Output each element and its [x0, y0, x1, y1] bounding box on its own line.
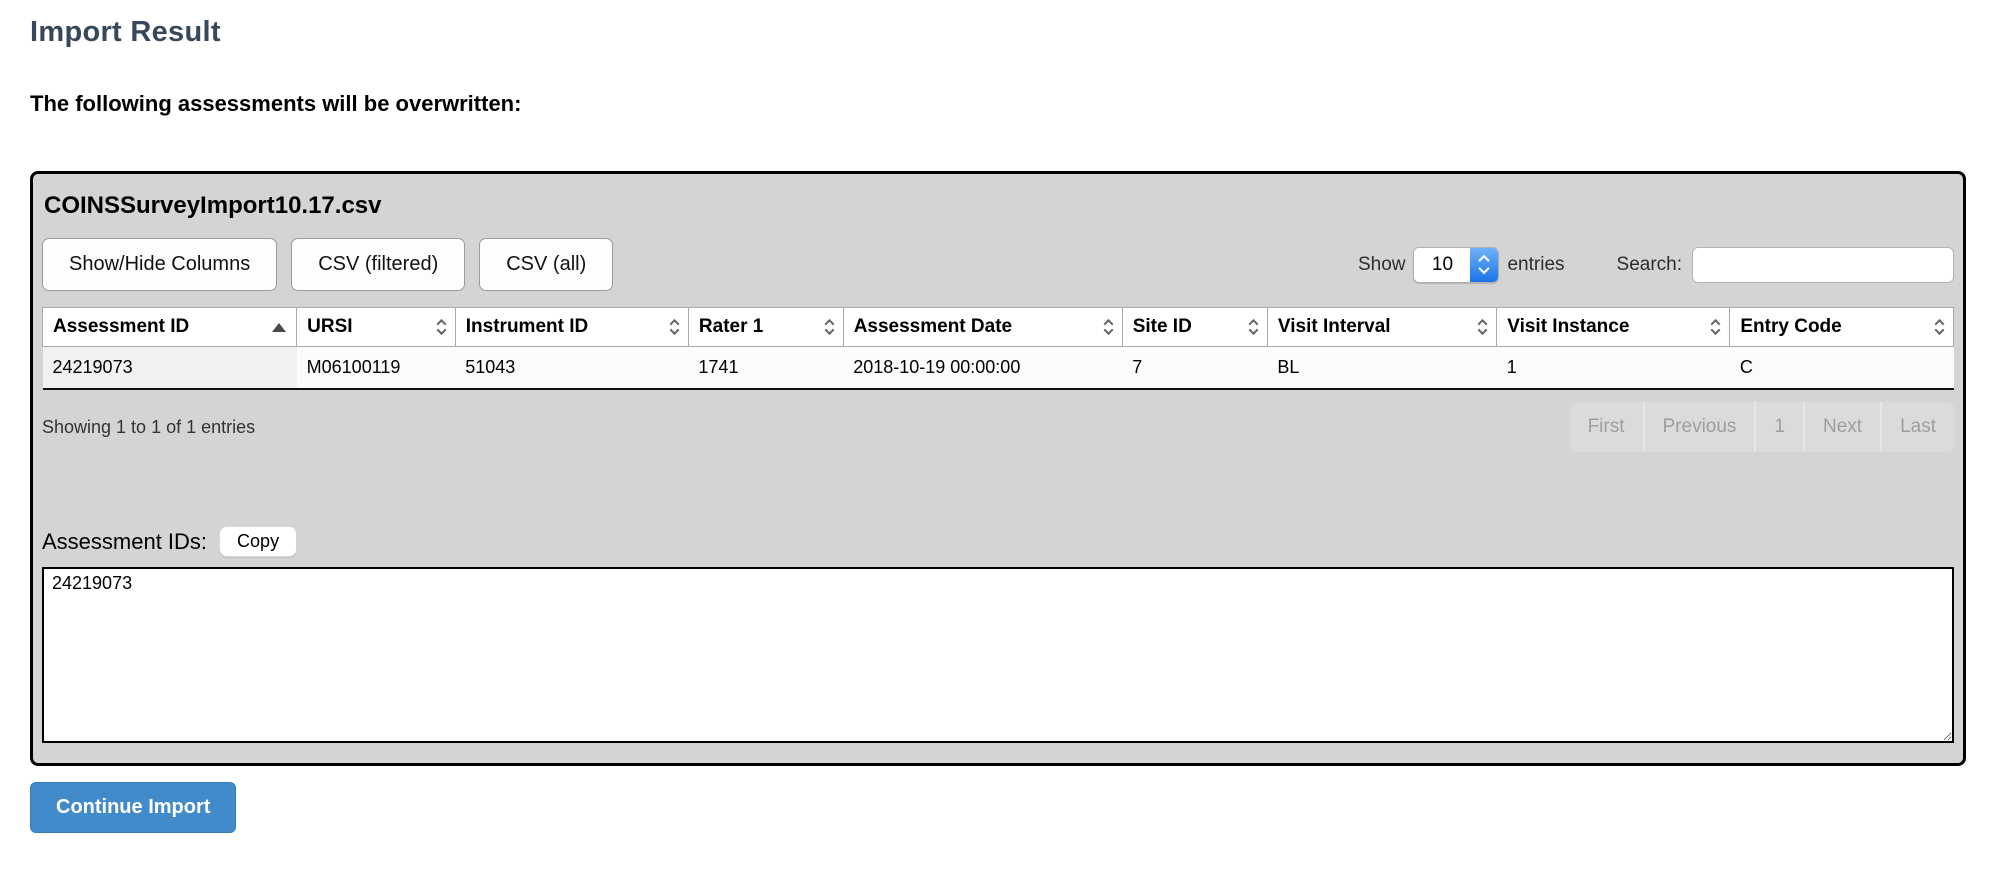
- cell-assessment-id: 24219073: [42, 346, 297, 389]
- continue-import-button[interactable]: Continue Import: [30, 782, 237, 833]
- assessment-ids-label: Assessment IDs:: [42, 528, 208, 554]
- sort-asc-icon: [272, 322, 287, 332]
- column-header-site-id[interactable]: Site ID: [1121, 307, 1268, 347]
- table-toolbar: Show/Hide Columns CSV (filtered) CSV (al…: [42, 238, 1954, 291]
- table-header-row: Assessment ID URSI Instrument ID Rater 1…: [41, 307, 1954, 347]
- entries-label: entries: [1507, 253, 1565, 275]
- copy-button[interactable]: Copy: [219, 526, 298, 557]
- table-row: 24219073 M06100119 51043 1741 2018-10-19…: [42, 346, 1954, 389]
- cell-entry-code: C: [1729, 346, 1954, 389]
- search-label: Search:: [1616, 253, 1682, 275]
- show-hide-columns-button[interactable]: Show/Hide Columns: [42, 238, 278, 291]
- cell-instrument-id: 51043: [455, 346, 689, 389]
- sort-icon: [1934, 318, 1945, 336]
- column-header-entry-code[interactable]: Entry Code: [1729, 307, 1954, 347]
- showing-entries-info: Showing 1 to 1 of 1 entries: [42, 416, 256, 437]
- pagination-next-button[interactable]: Next: [1805, 402, 1883, 452]
- column-header-ursi[interactable]: URSI: [296, 307, 456, 347]
- column-header-visit-interval[interactable]: Visit Interval: [1266, 307, 1498, 347]
- column-header-assessment-date[interactable]: Assessment Date: [842, 307, 1123, 347]
- column-header-visit-instance[interactable]: Visit Instance: [1496, 307, 1731, 347]
- assessment-ids-section: Assessment IDs: Copy 24219073: [42, 526, 1954, 743]
- cell-visit-interval: BL: [1267, 346, 1497, 389]
- cell-rater-1: 1741: [688, 346, 844, 389]
- sort-icon: [1103, 318, 1114, 336]
- assessments-table: Assessment ID URSI Instrument ID Rater 1…: [41, 307, 1954, 390]
- show-entries-value: 10: [1414, 247, 1471, 282]
- assessment-ids-textarea[interactable]: 24219073: [42, 567, 1954, 743]
- table-footer: Showing 1 to 1 of 1 entries First Previo…: [42, 402, 1954, 452]
- csv-filename: COINSSurveyImport10.17.csv: [44, 192, 382, 219]
- table-controls: Show 10 entries Search:: [1357, 246, 1954, 283]
- show-entries-select[interactable]: 10: [1413, 246, 1500, 283]
- pagination-last-button[interactable]: Last: [1900, 416, 1936, 437]
- cell-ursi: M06100119: [296, 346, 456, 389]
- pagination-first-button[interactable]: First: [1570, 402, 1645, 452]
- overwrite-warning-text: The following assessments will be overwr…: [30, 91, 522, 116]
- cell-site-id: 7: [1122, 346, 1268, 389]
- import-result-panel: COINSSurveyImport10.17.csv Show/Hide Col…: [30, 171, 1966, 766]
- show-label: Show: [1357, 253, 1406, 275]
- search-input[interactable]: [1692, 246, 1954, 283]
- sort-icon: [1710, 318, 1721, 336]
- cell-assessment-date: 2018-10-19 00:00:00: [843, 346, 1123, 389]
- sort-icon: [436, 318, 447, 336]
- sort-icon: [824, 318, 835, 336]
- csv-all-button[interactable]: CSV (all): [479, 238, 614, 291]
- search-control: Search:: [1616, 246, 1954, 283]
- select-stepper-icon: [1470, 247, 1499, 282]
- sort-icon: [1477, 318, 1488, 336]
- column-header-instrument-id[interactable]: Instrument ID: [454, 307, 689, 347]
- page-title: Import Result: [30, 16, 221, 48]
- sort-icon: [1248, 318, 1259, 336]
- pagination-previous-button[interactable]: Previous: [1645, 402, 1757, 452]
- pagination-page-1-button[interactable]: 1: [1756, 402, 1805, 452]
- cell-visit-instance: 1: [1496, 346, 1730, 389]
- sort-icon: [669, 318, 680, 336]
- csv-filtered-button[interactable]: CSV (filtered): [291, 238, 466, 291]
- pagination: First Previous 1 Next Last: [1569, 402, 1954, 452]
- column-header-assessment-id[interactable]: Assessment ID: [41, 307, 298, 347]
- column-header-rater-1[interactable]: Rater 1: [687, 307, 844, 347]
